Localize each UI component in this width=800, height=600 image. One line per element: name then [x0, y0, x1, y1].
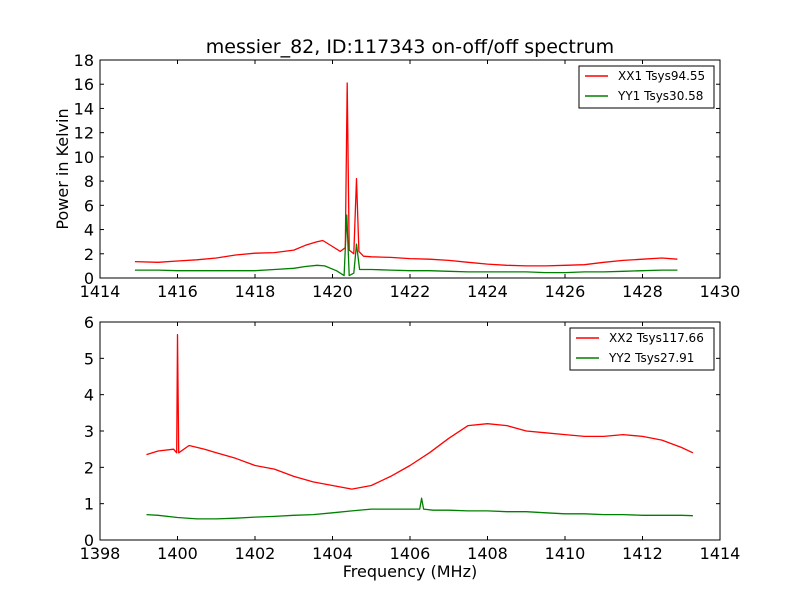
top-series-line-2 [134, 214, 678, 277]
top-x-tick-label: 1418 [235, 282, 276, 301]
bottom-y-tick-label: 4 [84, 386, 94, 405]
bottom-x-tick-label: 1400 [157, 544, 198, 563]
top-y-tick-label: 2 [84, 245, 94, 264]
bottom-legend-label-xx2: XX2 Tsys117.66 [609, 331, 704, 345]
top-series-line-1 [134, 82, 678, 267]
bottom-panel: 1398 1400 1402 1404 1406 1408 1410 1412 1414 0 1 2 3… [80, 313, 741, 581]
top-y-tick-label: 18 [74, 51, 94, 70]
top-legend-label-xx1: XX1 Tsys94.55 [618, 69, 705, 83]
bottom-x-tick-label: 1404 [312, 544, 353, 563]
top-y-axis-label: Power in Kelvin [53, 108, 72, 229]
top-x-tick-label: 1428 [622, 282, 663, 301]
top-y-tick-label: 6 [84, 196, 94, 215]
bottom-x-tick-label: 1412 [622, 544, 663, 563]
top-x-tick-label: 1426 [545, 282, 586, 301]
top-legend: XX1 Tsys94.55 YY1 Tsys30.58 [578, 65, 715, 109]
top-legend-box [578, 65, 715, 109]
top-y-tick-label: 10 [74, 148, 94, 167]
bottom-y-tick-label: 1 [84, 495, 94, 514]
top-y-tick-label: 12 [74, 124, 94, 143]
bottom-x-tick-label: 1406 [390, 544, 431, 563]
bottom-legend-label-yy2: YY2 Tsys27.91 [608, 351, 694, 365]
bottom-x-tick-label: 1410 [545, 544, 586, 563]
bottom-x-tick-label: 1402 [235, 544, 276, 563]
top-x-tick-label: 1430 [700, 282, 741, 301]
bottom-x-tick-label: 1398 [80, 544, 121, 563]
top-y-tick-label: 4 [84, 221, 94, 240]
bottom-series-line-2 [146, 497, 693, 520]
bottom-ticks-layer: 1398 1400 1402 1404 1406 1408 1410 1412 1414 0 1 2 3… [80, 313, 741, 563]
bottom-y-tick-label: 2 [84, 458, 94, 477]
bottom-x-tick-label: 1414 [700, 544, 741, 563]
top-legend-label-yy1: YY1 Tsys30.58 [617, 89, 703, 103]
top-x-tick-label: 1416 [157, 282, 198, 301]
bottom-series-line-1 [146, 334, 694, 490]
bottom-x-axis-label: Frequency (MHz) [343, 562, 477, 581]
bottom-y-tick-label: 3 [84, 422, 94, 441]
top-x-tick-label: 1414 [80, 282, 121, 301]
top-x-tick-label: 1424 [467, 282, 508, 301]
top-y-tick-label: 14 [74, 99, 94, 118]
bottom-x-tick-label: 1408 [467, 544, 508, 563]
top-y-tick-label: 8 [84, 172, 94, 191]
top-y-tick-label: 0 [84, 269, 94, 288]
bottom-y-tick-label: 5 [84, 349, 94, 368]
top-plot-frame [99, 59, 721, 279]
top-x-tick-label: 1422 [390, 282, 431, 301]
top-ticks-layer: 1414 1416 1418 1420 1422 1424 1426 1428 14300246… [74, 51, 741, 301]
bottom-legend: XX2 Tsys117.66 YY2 Tsys27.91 [569, 327, 715, 371]
top-panel: messier_82, ID:117343 on-off/off spectru… [53, 36, 740, 301]
bottom-y-tick-label: 6 [84, 313, 94, 332]
bottom-y-tick-label: 0 [84, 531, 94, 550]
top-x-tick-label: 1420 [312, 282, 353, 301]
top-chart-title: messier_82, ID:117343 on-off/off spectru… [206, 36, 614, 58]
bottom-legend-box [569, 327, 715, 371]
top-series-layer [134, 82, 678, 277]
top-y-tick-label: 16 [74, 75, 94, 94]
bottom-series-layer [146, 334, 694, 520]
bottom-plot-frame [99, 321, 721, 541]
